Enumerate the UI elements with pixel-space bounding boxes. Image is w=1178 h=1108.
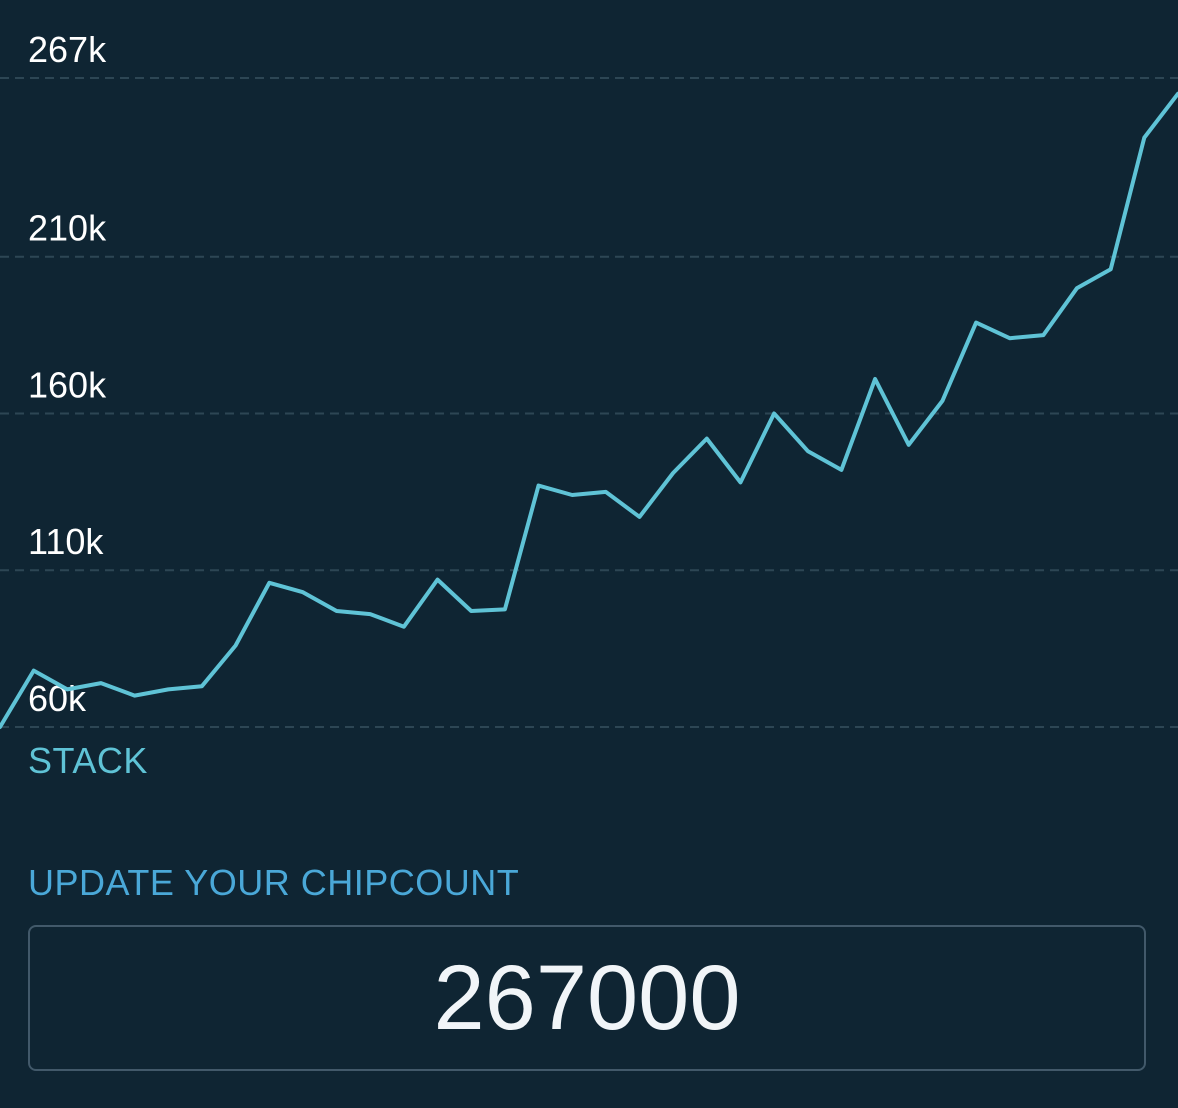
y-axis-label: STACK bbox=[28, 740, 148, 781]
y-tick-label: 267k bbox=[28, 29, 107, 70]
y-tick-label: 210k bbox=[28, 208, 107, 249]
chart-gridlines bbox=[0, 77, 1178, 728]
chart-series bbox=[0, 91, 1178, 729]
chipcount-input[interactable] bbox=[28, 925, 1146, 1071]
stack-series-line bbox=[0, 91, 1178, 729]
y-tick-label: 160k bbox=[28, 364, 107, 405]
y-tick-label: 110k bbox=[28, 521, 104, 562]
update-chipcount-title: UPDATE YOUR CHIPCOUNT bbox=[28, 862, 520, 903]
